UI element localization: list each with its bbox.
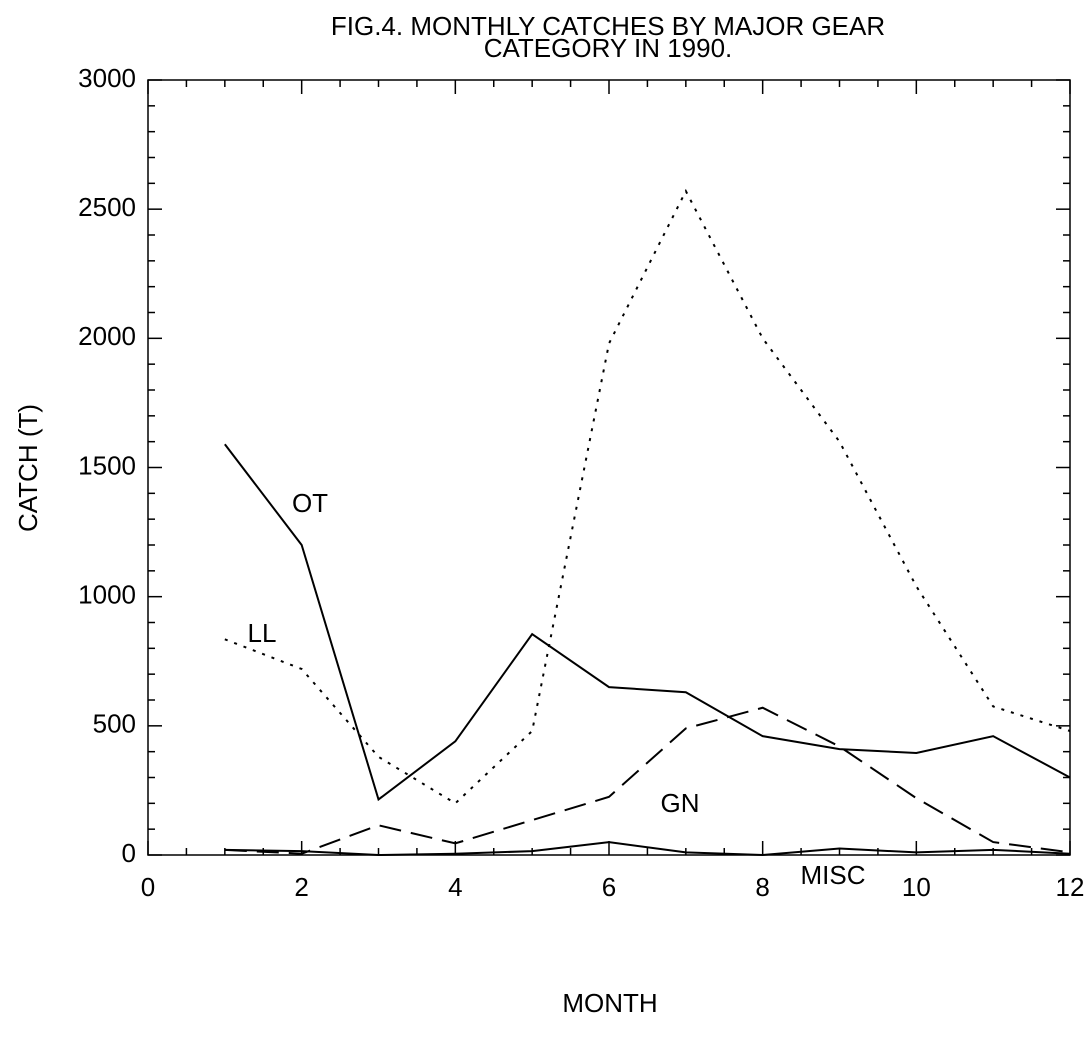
y-tick-label: 2000 <box>78 321 136 351</box>
y-tick-label: 1500 <box>78 450 136 480</box>
y-tick-label: 3000 <box>78 63 136 93</box>
series-label: GN <box>661 788 700 818</box>
series-line <box>224 443 1071 802</box>
series-line <box>224 706 1071 855</box>
y-axis-label: CATCH (T) <box>13 404 43 532</box>
x-axis-label: MONTH <box>562 988 657 1018</box>
y-tick-label: 500 <box>93 709 136 739</box>
series-label: OT <box>292 488 328 518</box>
x-tick-label: 8 <box>755 872 769 902</box>
plot-frame <box>147 79 1071 856</box>
series-label: MISC <box>801 860 866 890</box>
series-label: LL <box>248 618 277 648</box>
x-tick-label: 6 <box>602 872 616 902</box>
x-tick-label: 12 <box>1056 872 1085 902</box>
x-tick-label: 2 <box>294 872 308 902</box>
y-tick-label: 2500 <box>78 192 136 222</box>
y-tick-label: 0 <box>122 838 136 868</box>
chart-title: CATEGORY IN 1990. <box>484 33 733 63</box>
chart-title: FIG.4. MONTHLY CATCHES BY MAJOR GEAR <box>331 11 885 41</box>
series-line <box>224 841 1071 857</box>
x-tick-label: 4 <box>448 872 462 902</box>
series-line <box>224 188 1071 805</box>
x-tick-label: 0 <box>141 872 155 902</box>
y-tick-label: 1000 <box>78 580 136 610</box>
x-tick-label: 10 <box>902 872 931 902</box>
